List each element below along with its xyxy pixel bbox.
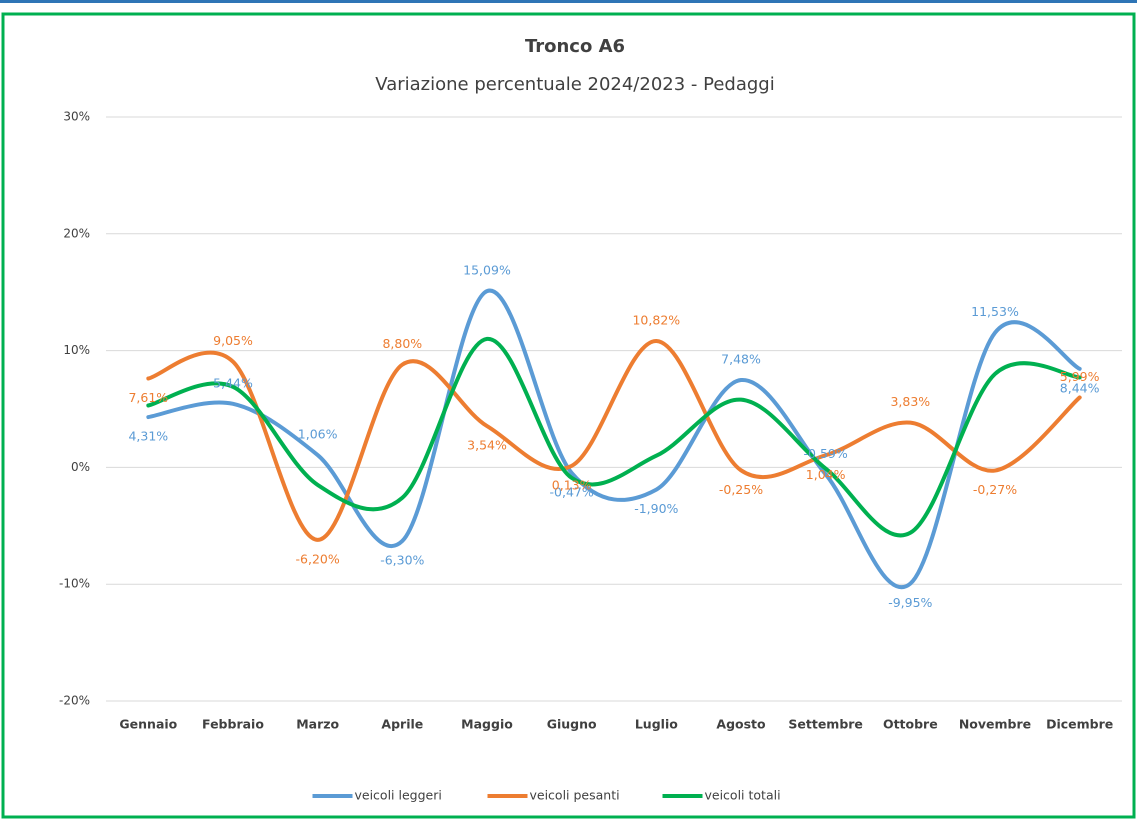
data-label: -6,20%	[296, 551, 340, 566]
y-tick-label: 30%	[63, 110, 90, 124]
data-label: 3,83%	[890, 394, 930, 409]
data-label: 8,80%	[382, 336, 422, 351]
data-label: -0,25%	[719, 482, 763, 497]
y-tick-label: 20%	[63, 226, 90, 240]
series-line	[146, 339, 1082, 542]
data-label: 7,48%	[721, 352, 761, 367]
data-label: 9,05%	[213, 333, 253, 348]
x-tick-label: Marzo	[296, 717, 339, 732]
data-label: 1,04%	[806, 467, 846, 482]
data-label: 5,99%	[1060, 369, 1100, 384]
x-tick-label: Maggio	[461, 717, 513, 732]
x-tick-label: Giugno	[547, 717, 597, 732]
y-tick-label: -10%	[59, 577, 90, 591]
data-label: 15,09%	[463, 263, 511, 278]
legend-label: veicoli totali	[705, 788, 781, 803]
data-label: -6,30%	[380, 552, 424, 567]
legend-label: veicoli leggeri	[355, 788, 442, 803]
top-bar	[0, 0, 1137, 3]
x-tick-label: Settembre	[788, 717, 863, 732]
x-tick-label: Gennaio	[119, 717, 177, 732]
series-line	[146, 336, 1082, 538]
data-label: 4,31%	[128, 429, 168, 444]
data-label: 8,44%	[1060, 380, 1100, 395]
data-label: 3,54%	[467, 438, 507, 453]
data-label: 11,53%	[971, 304, 1019, 319]
data-label: 0,13%	[552, 477, 592, 492]
data-label: 10,82%	[632, 313, 680, 328]
data-label: 5,44%	[213, 375, 253, 390]
x-tick-label: Agosto	[716, 717, 766, 732]
y-tick-label: 10%	[63, 343, 90, 357]
data-label: -0,27%	[973, 482, 1017, 497]
x-tick-label: Ottobre	[883, 717, 938, 732]
chart-title: Tronco A6	[525, 36, 625, 57]
data-label: -1,90%	[634, 501, 678, 516]
data-label: -0,47%	[550, 484, 594, 499]
y-tick-label: 0%	[71, 460, 90, 474]
data-label: -0,59%	[804, 446, 848, 461]
x-tick-label: Novembre	[959, 717, 1031, 732]
x-tick-label: Febbraio	[202, 717, 264, 732]
x-tick-label: Dicembre	[1046, 717, 1113, 732]
x-tick-label: Aprile	[381, 717, 423, 732]
frame	[1, 12, 1136, 819]
x-tick-label: Luglio	[635, 717, 678, 732]
legend-label: veicoli pesanti	[530, 788, 620, 803]
y-tick-label: -20%	[59, 694, 90, 708]
chart-subtitle: Variazione percentuale 2024/2023 - Pedag…	[375, 74, 774, 95]
data-label: 7,61%	[128, 390, 168, 405]
series-line	[146, 288, 1082, 589]
data-label: 1,06%	[298, 427, 338, 442]
data-label: -9,95%	[888, 595, 932, 610]
